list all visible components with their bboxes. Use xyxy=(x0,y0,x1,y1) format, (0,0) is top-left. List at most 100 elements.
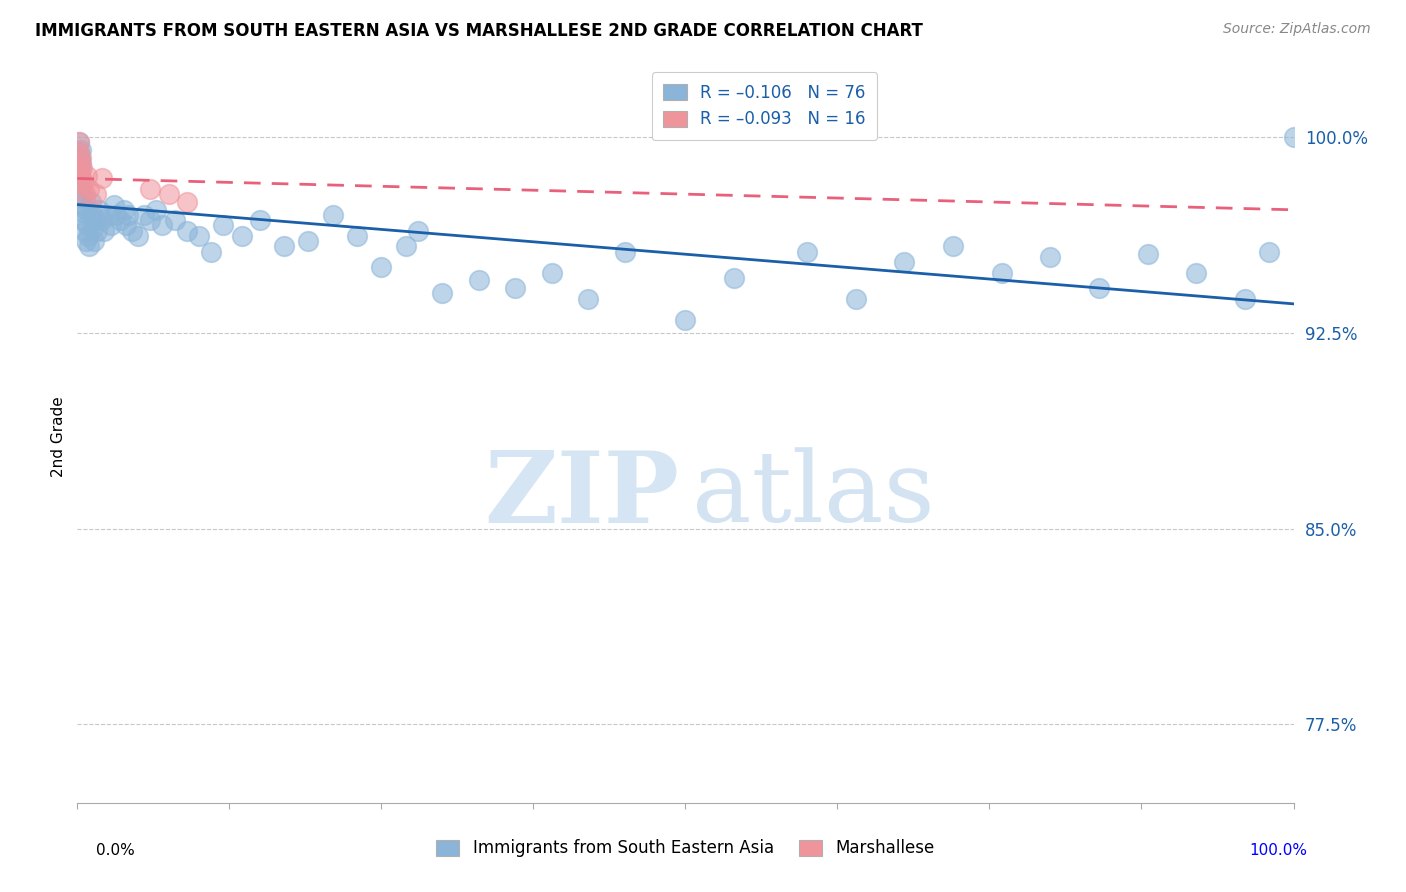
Point xyxy=(67,145,90,160)
Point xyxy=(67,135,90,149)
Point xyxy=(89,202,111,217)
Point xyxy=(75,202,97,217)
Legend: Immigrants from South Eastern Asia, Marshallese: Immigrants from South Eastern Asia, Mars… xyxy=(429,832,942,864)
Point xyxy=(540,265,562,279)
Point xyxy=(1185,265,1208,279)
Point xyxy=(83,234,105,248)
Point xyxy=(72,177,94,191)
Point xyxy=(73,192,96,206)
Point xyxy=(103,197,125,211)
Point xyxy=(70,161,93,175)
Point xyxy=(115,219,138,233)
Point xyxy=(70,143,93,157)
Point xyxy=(273,239,295,253)
Point xyxy=(176,224,198,238)
Point xyxy=(796,244,818,259)
Point xyxy=(79,239,101,253)
Point xyxy=(139,213,162,227)
Point xyxy=(100,219,122,233)
Text: 100.0%: 100.0% xyxy=(1250,843,1308,858)
Point xyxy=(70,177,93,191)
Point xyxy=(69,151,91,165)
Point xyxy=(249,213,271,227)
Point xyxy=(212,219,235,233)
Point xyxy=(70,171,93,186)
Point xyxy=(80,208,103,222)
Point xyxy=(1136,247,1159,261)
Point xyxy=(845,292,868,306)
Point xyxy=(69,169,91,183)
Point xyxy=(1282,129,1305,144)
Point xyxy=(73,187,96,202)
Point xyxy=(117,208,139,222)
Point xyxy=(231,228,253,243)
Point xyxy=(72,205,94,219)
Point xyxy=(1258,244,1281,259)
Point xyxy=(675,312,697,326)
Point xyxy=(370,260,392,275)
Point xyxy=(75,234,97,248)
Point xyxy=(139,182,162,196)
Point xyxy=(108,213,131,227)
Point xyxy=(723,270,745,285)
Point xyxy=(84,213,107,227)
Point xyxy=(69,161,91,175)
Point xyxy=(145,202,167,217)
Point xyxy=(467,273,489,287)
Text: ZIP: ZIP xyxy=(485,447,679,544)
Text: Source: ZipAtlas.com: Source: ZipAtlas.com xyxy=(1223,22,1371,37)
Point xyxy=(80,194,103,209)
Point xyxy=(127,228,149,243)
Point xyxy=(70,155,93,169)
Point xyxy=(69,155,91,169)
Point xyxy=(97,208,120,222)
Point xyxy=(613,244,636,259)
Point xyxy=(93,224,115,238)
Point xyxy=(200,244,222,259)
Point xyxy=(346,228,368,243)
Point xyxy=(990,265,1012,279)
Point xyxy=(112,202,135,217)
Point xyxy=(430,286,453,301)
Point xyxy=(69,166,91,180)
Point xyxy=(76,219,98,233)
Point xyxy=(67,145,90,160)
Point xyxy=(176,194,198,209)
Point xyxy=(163,213,186,227)
Point xyxy=(77,228,100,243)
Point xyxy=(70,151,93,165)
Point xyxy=(503,281,526,295)
Point xyxy=(84,187,107,202)
Point xyxy=(942,239,965,253)
Point xyxy=(157,187,180,202)
Text: atlas: atlas xyxy=(692,448,934,543)
Point xyxy=(406,224,429,238)
Point xyxy=(70,197,93,211)
Point xyxy=(73,224,96,238)
Point xyxy=(395,239,418,253)
Point xyxy=(86,224,108,238)
Point xyxy=(1088,281,1111,295)
Text: IMMIGRANTS FROM SOUTH EASTERN ASIA VS MARSHALLESE 2ND GRADE CORRELATION CHART: IMMIGRANTS FROM SOUTH EASTERN ASIA VS MA… xyxy=(35,22,922,40)
Point xyxy=(121,224,143,238)
Point xyxy=(105,208,128,222)
Point xyxy=(79,182,101,196)
Point xyxy=(90,213,112,227)
Point xyxy=(70,187,93,202)
Point xyxy=(297,234,319,248)
Point xyxy=(188,228,211,243)
Point xyxy=(322,208,344,222)
Text: 0.0%: 0.0% xyxy=(96,843,135,858)
Point xyxy=(134,208,156,222)
Point xyxy=(76,169,98,183)
Point xyxy=(1233,292,1256,306)
Point xyxy=(152,219,174,233)
Point xyxy=(1039,250,1062,264)
Y-axis label: 2nd Grade: 2nd Grade xyxy=(51,397,66,477)
Point xyxy=(72,213,94,227)
Point xyxy=(893,255,915,269)
Point xyxy=(82,221,104,235)
Point xyxy=(67,135,90,149)
Point xyxy=(576,292,599,306)
Point xyxy=(90,171,112,186)
